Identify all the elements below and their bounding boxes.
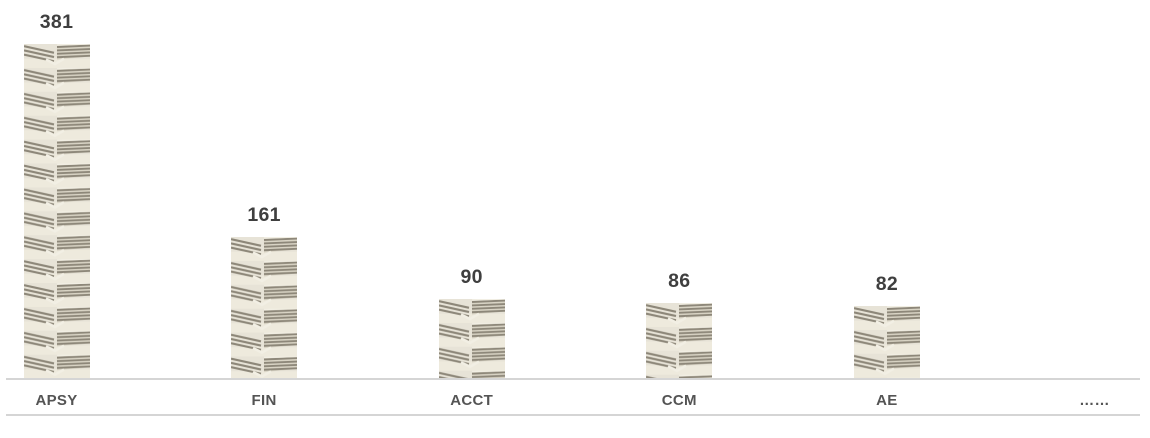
bar-apsy <box>24 44 90 378</box>
bar-fin <box>231 237 297 378</box>
category-label-ccm: CCM <box>661 392 697 409</box>
x-axis-line <box>6 378 1140 380</box>
category-label-apsy: APSY <box>35 392 78 409</box>
bar-acct <box>439 299 505 378</box>
category-row-bottom-border <box>6 414 1140 416</box>
value-label-ccm: 86 <box>668 270 691 292</box>
category-label-fin: FIN <box>251 392 277 409</box>
value-label-ae: 82 <box>875 273 899 295</box>
value-label-apsy: 381 <box>39 11 74 33</box>
value-label-fin: 161 <box>247 204 281 226</box>
category-label-ae: AE <box>876 392 898 409</box>
category-label-more: …… <box>1079 392 1110 409</box>
bar-ae <box>854 306 920 378</box>
value-label-acct: 90 <box>460 266 483 288</box>
bar-ccm <box>646 303 712 378</box>
category-label-acct: ACCT <box>450 392 494 409</box>
